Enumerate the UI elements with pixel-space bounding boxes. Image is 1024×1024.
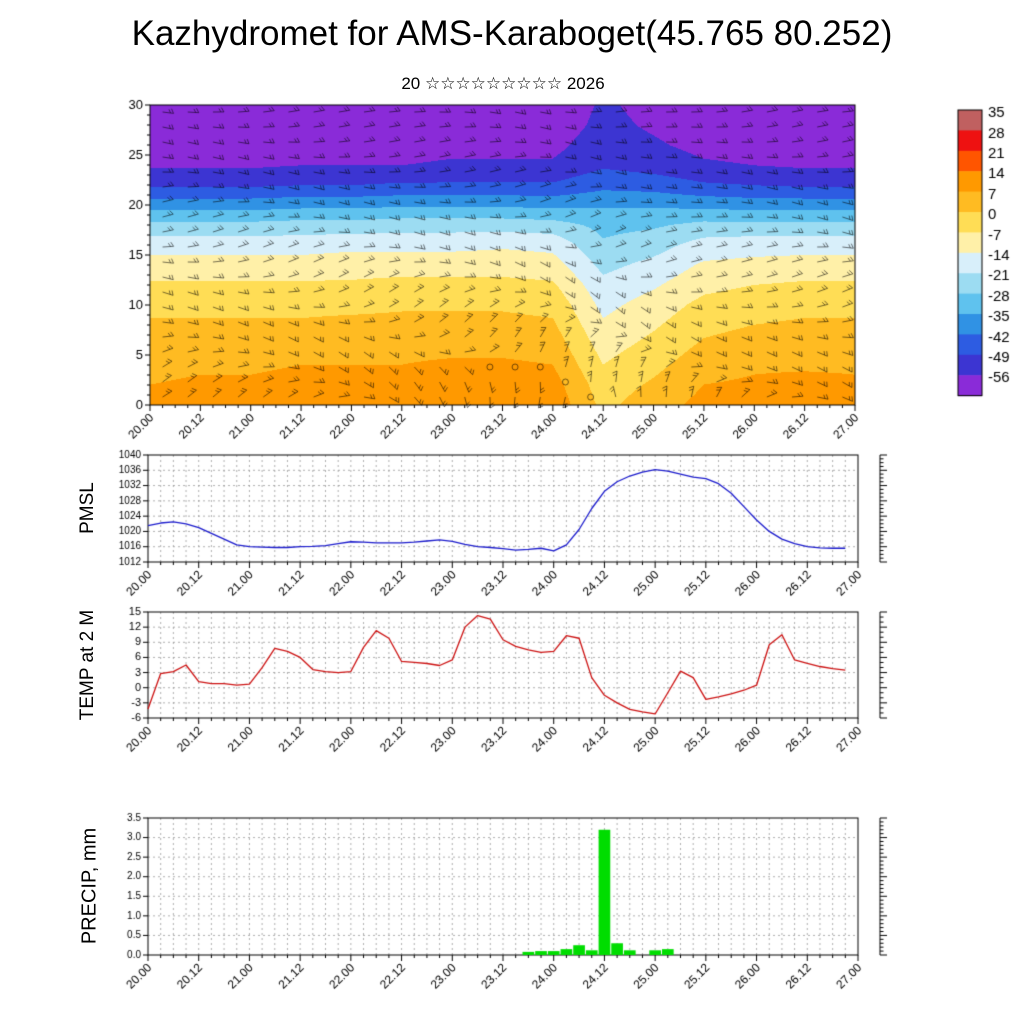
date-subtitle: 20 ☆☆☆☆☆☆☆☆☆ 2026 <box>401 74 605 93</box>
pmsl-axis-title: PMSL <box>77 482 98 534</box>
pmsl-chart <box>100 438 900 608</box>
temp-2m-chart <box>100 593 900 768</box>
precip-chart <box>100 798 900 1013</box>
precip-axis-title: PRECIP, mm <box>78 827 101 945</box>
cross-section-chart <box>100 92 900 452</box>
page-title: Kazhydromet for AMS-Karaboget(45.765 80.… <box>131 14 893 53</box>
temp-axis-title: TEMP at 2 M <box>77 609 98 721</box>
temperature-colorbar <box>952 98 1024 418</box>
